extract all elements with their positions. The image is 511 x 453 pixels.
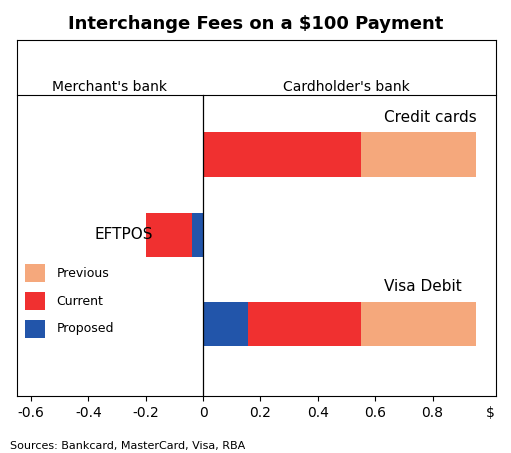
Bar bbox=[361, 132, 476, 177]
Bar bbox=[203, 302, 247, 346]
Text: Previous: Previous bbox=[57, 266, 109, 280]
Text: Credit cards: Credit cards bbox=[384, 110, 477, 125]
Bar bbox=[192, 213, 203, 257]
Text: $: $ bbox=[485, 406, 495, 420]
Text: Cardholder's bank: Cardholder's bank bbox=[283, 80, 410, 94]
FancyBboxPatch shape bbox=[25, 320, 45, 338]
Bar bbox=[247, 302, 361, 346]
Bar bbox=[203, 132, 361, 177]
Bar bbox=[146, 213, 196, 257]
Text: Current: Current bbox=[57, 294, 104, 308]
FancyBboxPatch shape bbox=[25, 292, 45, 310]
Bar bbox=[361, 302, 476, 346]
FancyBboxPatch shape bbox=[25, 264, 45, 282]
Title: Interchange Fees on a $100 Payment: Interchange Fees on a $100 Payment bbox=[68, 15, 444, 33]
Text: Sources: Bankcard, MasterCard, Visa, RBA: Sources: Bankcard, MasterCard, Visa, RBA bbox=[10, 441, 245, 451]
Text: Merchant's bank: Merchant's bank bbox=[52, 80, 167, 94]
Text: Proposed: Proposed bbox=[57, 323, 114, 336]
Text: Visa Debit: Visa Debit bbox=[384, 279, 461, 294]
Text: EFTPOS: EFTPOS bbox=[94, 227, 153, 242]
